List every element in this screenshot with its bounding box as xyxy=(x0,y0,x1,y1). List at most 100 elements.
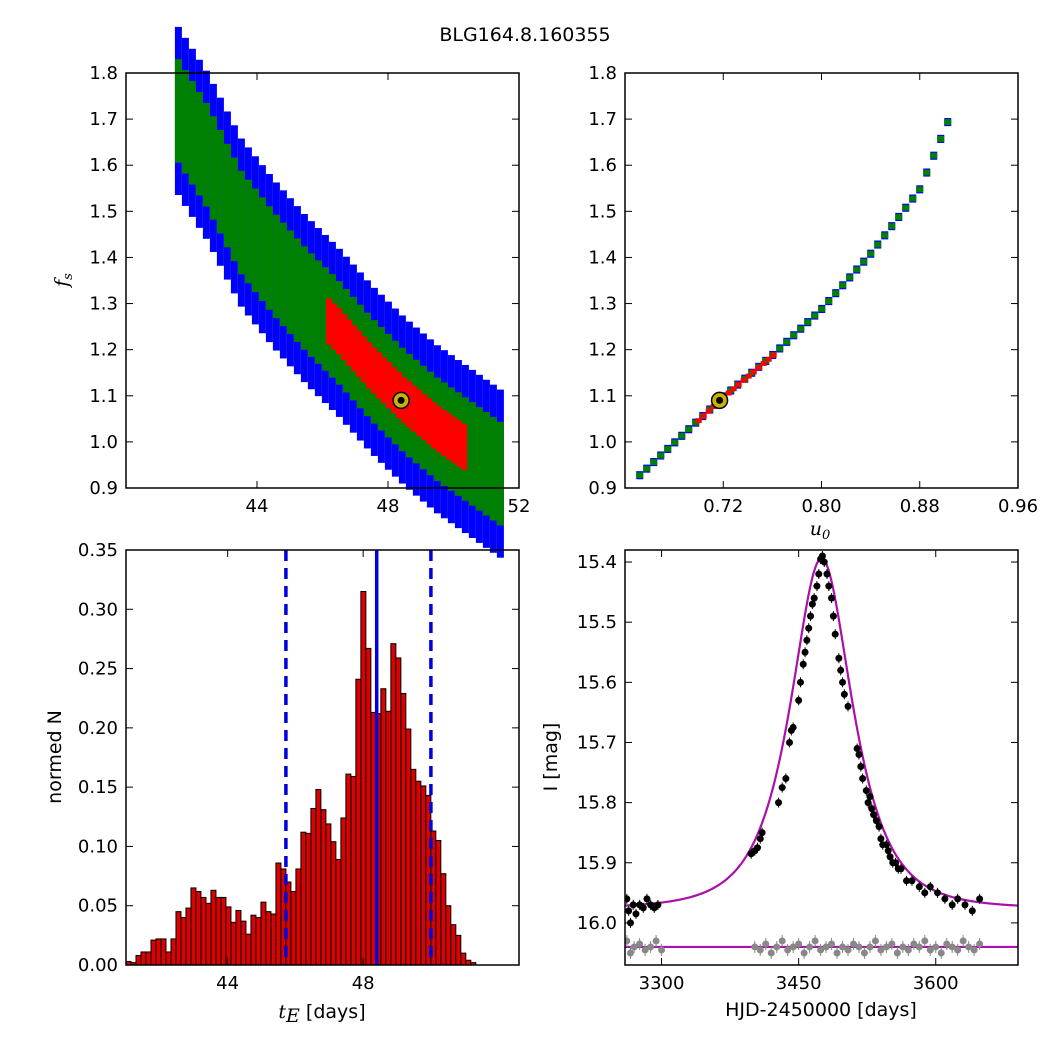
panel-te-vs-fs-sigma1-cell xyxy=(461,423,468,471)
histogram-bar xyxy=(420,785,427,966)
data-point xyxy=(786,738,794,746)
residual-point xyxy=(789,943,797,951)
panel-u0-vs-fs-ytick-label: 1.4 xyxy=(588,247,617,268)
panel-te-vs-fs-sigma1-cell xyxy=(436,406,443,453)
panel-te-vs-fs-ytick-label: 1.4 xyxy=(89,247,118,268)
residual-point xyxy=(626,949,634,957)
panel-u0-vs-fs: 0.72 0.80 0.88 0.96 0.9 1.0 1.1 1.2 1.3 1.4 1.5 1.6… xyxy=(588,63,1038,543)
panel-te-histogram-xlabel: tE [days] xyxy=(278,1001,365,1027)
panel-u0-vs-fs-sigma1-cell xyxy=(755,365,762,371)
panel-te-vs-fs-sigma1-cell xyxy=(431,402,438,449)
data-point xyxy=(859,775,867,783)
residual-point xyxy=(904,946,912,954)
residual-point xyxy=(849,940,857,948)
panel-u0-vs-fs-sigma2-cell xyxy=(839,282,847,289)
panel-te-vs-fs-sigma2-cell xyxy=(307,253,315,357)
histogram-bar xyxy=(205,902,212,966)
data-point xyxy=(908,877,916,885)
data-point xyxy=(795,696,803,704)
residual-point xyxy=(795,940,803,948)
data-point xyxy=(778,784,786,792)
panel-u0-vs-fs-sigma2-cell xyxy=(804,319,812,326)
panel-u0-vs-fs-sigma2-cell xyxy=(916,186,924,193)
panel-te-vs-fs-best-fit-dot xyxy=(397,396,405,404)
residual-point xyxy=(866,943,874,951)
panel-te-vs-fs-sigma2-cell xyxy=(230,157,238,262)
residual-point xyxy=(877,946,885,954)
histogram-bar xyxy=(305,832,312,966)
histogram-bar xyxy=(160,938,167,966)
panel-te-vs-fs-sigma1-cell xyxy=(346,319,353,366)
residual-point xyxy=(767,949,775,957)
data-point xyxy=(810,594,818,602)
data-point xyxy=(639,904,647,912)
residual-point xyxy=(817,946,825,954)
histogram-bar xyxy=(445,905,452,966)
panel-u0-vs-fs-sigma2-cell xyxy=(643,465,651,472)
panel-u0-vs-fs-sigma1-cell xyxy=(700,413,707,419)
panel-te-histogram-ytick-label: 0.25 xyxy=(78,659,118,680)
residual-point xyxy=(976,940,984,948)
data-point xyxy=(625,907,633,915)
panel-light-curve-ytick-label: 16.0 xyxy=(577,913,617,934)
histogram-bar xyxy=(170,938,177,966)
residual-point xyxy=(910,940,918,948)
data-point xyxy=(803,636,811,644)
panel-light-curve-plot-area: 3300 3450 3600 15.4 15.5 15.6 15.7 15.8 15.9 16.0 xyxy=(577,550,1018,994)
panel-te-histogram-ylabel: normed N xyxy=(44,710,66,804)
panel-te-vs-fs-xtick-label: 48 xyxy=(377,496,400,517)
panel-te-vs-fs-ytick-label: 0.9 xyxy=(89,478,118,499)
data-point xyxy=(884,847,892,855)
histogram-bar xyxy=(455,934,462,966)
histogram-bar xyxy=(225,906,232,966)
panel-te-vs-fs-sigma2-cell xyxy=(244,179,252,284)
light-curve-clipped-layer xyxy=(625,551,1018,959)
histogram-bar xyxy=(200,896,207,966)
panel-te-histogram-ytick-label: 0.10 xyxy=(78,836,118,857)
data-point xyxy=(805,624,813,632)
residual-point xyxy=(888,940,896,948)
data-point xyxy=(853,744,861,752)
panel-te-histogram-xtick-label: 48 xyxy=(352,973,375,994)
residual-point xyxy=(658,946,666,954)
residual-point xyxy=(822,943,830,951)
histogram-bar xyxy=(450,924,457,966)
panel-te-vs-fs-sigma2-cell xyxy=(174,59,182,163)
panel-u0-vs-fs-xtick-label: 0.80 xyxy=(801,496,841,517)
panel-u0-vs-fs-sigma1-cell xyxy=(725,390,732,396)
histogram-bar xyxy=(395,657,402,966)
data-point xyxy=(654,901,662,909)
panel-u0-vs-fs-sigma2-cell xyxy=(671,439,679,446)
data-point xyxy=(818,552,826,560)
residual-point xyxy=(860,949,868,957)
panel-u0-vs-fs-sigma2-cell xyxy=(853,266,861,273)
data-point xyxy=(823,570,831,578)
panel-u0-vs-fs-ytick-label: 1.0 xyxy=(588,432,617,453)
panel-u0-vs-fs-frame xyxy=(624,72,1019,489)
panel-te-vs-fs-sigma2-cell xyxy=(195,92,203,196)
residual-point xyxy=(762,940,770,948)
panel-u0-vs-fs-ytick-label: 0.9 xyxy=(588,478,617,499)
histogram-bar xyxy=(245,933,252,966)
data-point xyxy=(872,817,880,825)
panel-te-vs-fs-sigma1-cell xyxy=(426,398,433,445)
residual-point xyxy=(871,937,879,945)
panel-light-curve-ytick-label: 15.5 xyxy=(577,612,617,633)
data-point xyxy=(831,630,839,638)
data-point xyxy=(754,844,762,852)
panel-u0-vs-fs-sigma2-cell xyxy=(874,241,882,248)
residual-point xyxy=(937,949,945,957)
histogram-bar xyxy=(355,678,362,966)
histogram-bar xyxy=(345,773,352,966)
panel-u0-vs-fs-sigma2-cell xyxy=(846,274,854,281)
histogram-bar xyxy=(255,917,262,966)
residual-point xyxy=(932,943,940,951)
residual-point xyxy=(625,937,631,945)
data-point xyxy=(815,570,823,578)
data-point xyxy=(808,600,816,608)
data-point xyxy=(864,799,872,807)
panel-te-vs-fs-sigma2-cell xyxy=(496,421,504,526)
data-point xyxy=(625,895,631,903)
panel-light-curve-ytick-label: 15.6 xyxy=(577,672,617,693)
panel-te-vs-fs-sigma1-cell xyxy=(411,385,418,432)
